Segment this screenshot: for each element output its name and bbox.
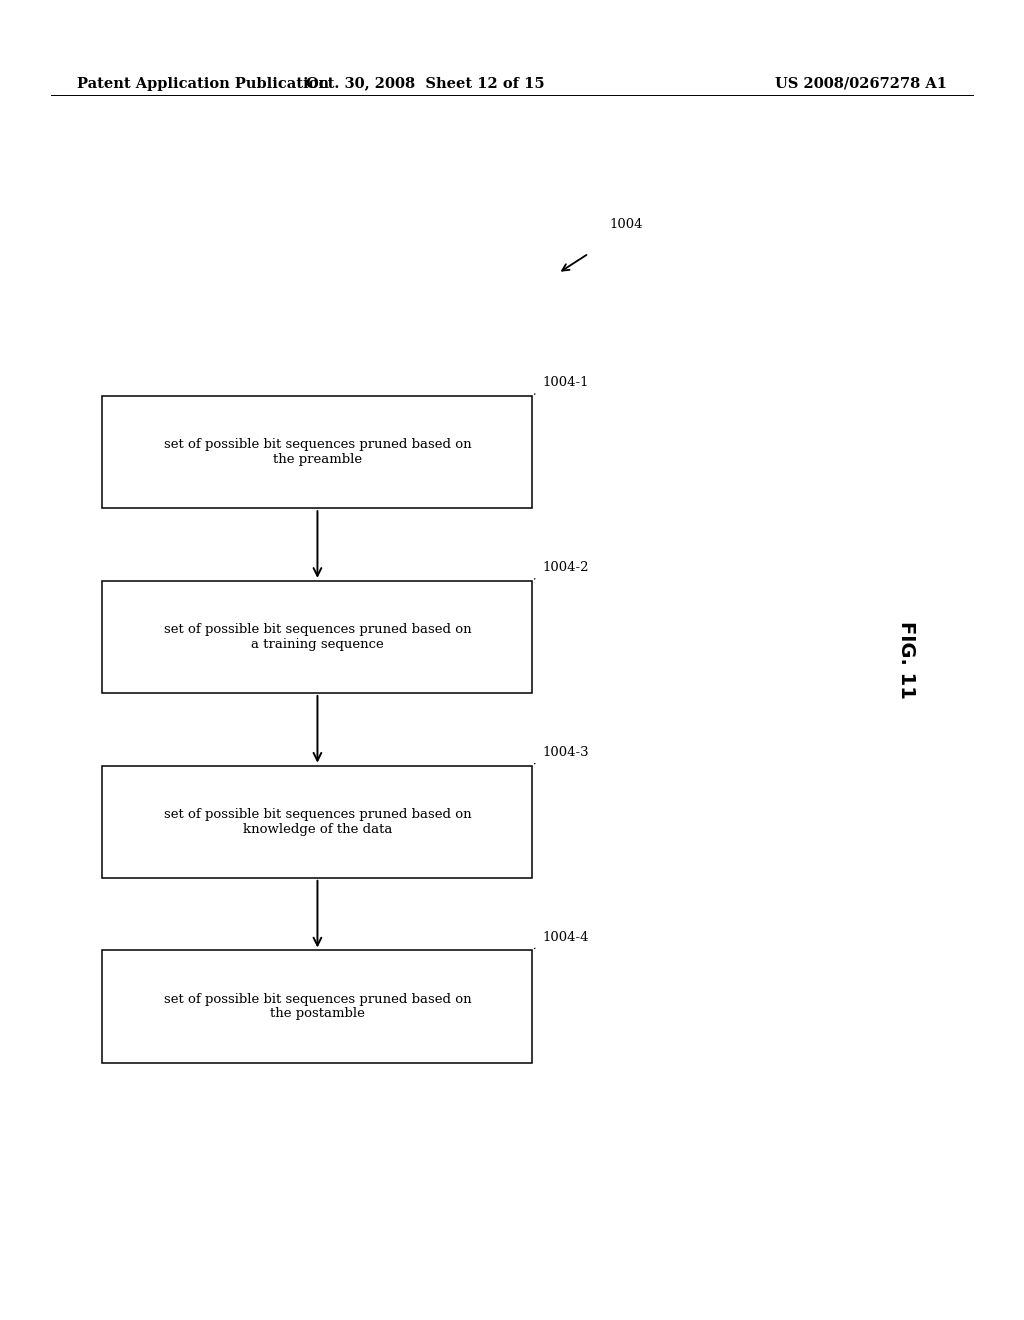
Text: Oct. 30, 2008  Sheet 12 of 15: Oct. 30, 2008 Sheet 12 of 15	[305, 77, 545, 91]
Text: set of possible bit sequences pruned based on
a training sequence: set of possible bit sequences pruned bas…	[164, 623, 471, 651]
Text: 1004-2: 1004-2	[543, 561, 589, 574]
Text: set of possible bit sequences pruned based on
the postamble: set of possible bit sequences pruned bas…	[164, 993, 471, 1020]
Text: FIG. 11: FIG. 11	[897, 622, 915, 698]
Text: set of possible bit sequences pruned based on
knowledge of the data: set of possible bit sequences pruned bas…	[164, 808, 471, 836]
Text: 1004: 1004	[609, 218, 643, 231]
Text: 1004-3: 1004-3	[543, 746, 590, 759]
Text: US 2008/0267278 A1: US 2008/0267278 A1	[775, 77, 947, 91]
Text: set of possible bit sequences pruned based on
the preamble: set of possible bit sequences pruned bas…	[164, 438, 471, 466]
Text: 1004-1: 1004-1	[543, 376, 589, 389]
Text: 1004-4: 1004-4	[543, 931, 589, 944]
Text: Patent Application Publication: Patent Application Publication	[77, 77, 329, 91]
